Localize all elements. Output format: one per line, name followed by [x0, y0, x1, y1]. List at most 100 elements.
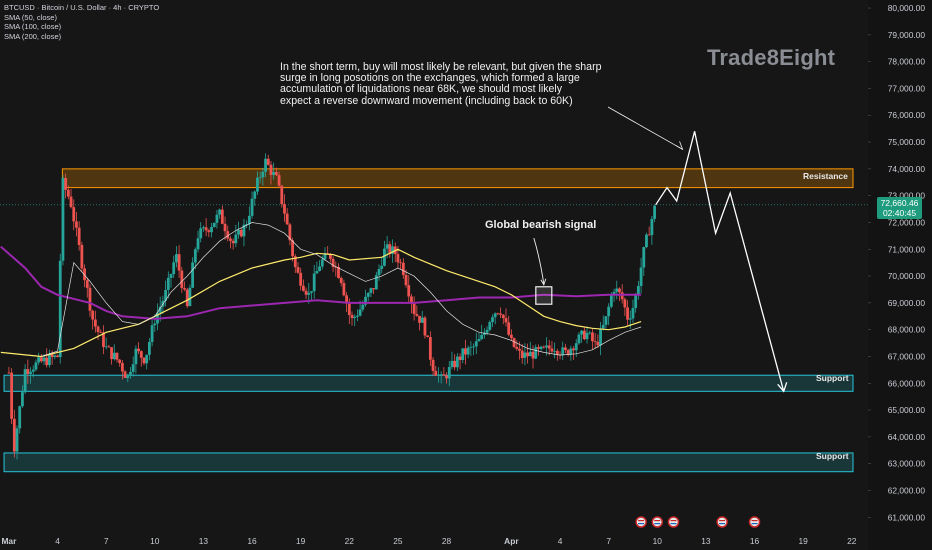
author-watermark: Trade8Eight	[707, 45, 836, 70]
support-zone-1	[3, 374, 854, 392]
candle-body	[72, 207, 76, 222]
sma-50-legend: SMA (50, close)	[4, 12, 57, 22]
y-tick-label: 77,000.00	[888, 83, 926, 93]
flag-stripe	[638, 520, 645, 522]
bearish-signal-label: Global bearish signal	[485, 219, 597, 231]
candle-body	[31, 369, 35, 372]
candle-body	[458, 356, 462, 360]
candle-body	[280, 185, 284, 205]
candle-body	[482, 332, 486, 335]
flag-stripe	[670, 520, 677, 522]
candle-body	[26, 369, 30, 374]
candle-body	[391, 246, 394, 254]
candle-body	[158, 306, 162, 313]
candle-body	[191, 262, 195, 288]
candle-body	[464, 348, 467, 355]
candle-body	[61, 178, 65, 261]
candle-body	[80, 244, 84, 269]
candle-body	[175, 254, 178, 263]
candle-body	[593, 341, 597, 342]
candle-body	[207, 230, 211, 233]
candle-body	[253, 191, 257, 199]
x-tick-label: 16	[750, 536, 760, 546]
candle-body	[550, 348, 554, 352]
x-tick-label: 10	[653, 536, 663, 546]
candle-body	[377, 268, 381, 276]
candle-body	[29, 371, 32, 374]
candle-body	[250, 198, 254, 216]
candle-body	[147, 342, 151, 355]
candle-body	[307, 292, 311, 295]
projection-arrowhead	[777, 382, 788, 393]
candle-body	[137, 348, 140, 352]
candle-body	[461, 348, 465, 360]
candle-body	[256, 177, 259, 192]
candle-body	[261, 171, 265, 178]
candle-body	[647, 234, 651, 236]
candle-body	[407, 285, 411, 297]
candle-body	[64, 178, 68, 190]
candle-body	[618, 288, 621, 293]
candle-body	[534, 347, 538, 359]
candle-body	[134, 348, 138, 365]
candle-body	[285, 213, 289, 225]
candle-body	[318, 266, 321, 272]
signal-pointer-head	[540, 278, 547, 286]
candle-body	[364, 296, 367, 305]
candle-body	[537, 347, 540, 349]
candle-body	[118, 359, 122, 364]
candle-body	[202, 227, 205, 229]
candle-body	[555, 350, 559, 355]
candle-body	[623, 299, 627, 308]
candle-body	[166, 277, 170, 290]
economic-event-icon	[651, 516, 664, 528]
candle-body	[455, 356, 459, 368]
flag-stripe	[638, 523, 645, 525]
y-tick-label: 70,000.00	[888, 271, 926, 281]
candle-body	[75, 221, 78, 228]
candle-body	[650, 218, 654, 236]
y-tick-label: 61,000.00	[888, 512, 926, 522]
candle-body	[545, 345, 548, 348]
candle-body	[301, 285, 305, 291]
candle-body	[383, 248, 386, 266]
candle-body	[328, 254, 332, 259]
x-tick-label: 13	[701, 536, 711, 546]
x-tick-label: 13	[199, 536, 209, 546]
candle-body	[120, 363, 124, 372]
candle-body	[547, 345, 551, 349]
candle-body	[315, 271, 319, 274]
x-tick-label: 16	[247, 536, 257, 546]
candle-body	[180, 270, 184, 289]
x-tick-label: Mar	[1, 536, 17, 546]
last-price: 72,660.46	[880, 198, 919, 208]
note-pointer-head	[675, 141, 684, 151]
candle-body	[526, 352, 530, 357]
note-pointer	[607, 106, 683, 150]
candle-body	[142, 357, 146, 364]
candle-body	[15, 428, 19, 452]
candle-body	[293, 256, 297, 268]
candle-body	[653, 205, 656, 219]
candle-body	[320, 259, 324, 267]
candle-body	[385, 244, 389, 249]
candle-body	[434, 370, 438, 376]
x-tick-label: 7	[104, 536, 109, 546]
candle-body	[310, 291, 313, 293]
resistance-label: Resistance	[803, 171, 848, 181]
candle-body	[561, 347, 565, 355]
candle-body	[353, 316, 357, 319]
candle-body	[264, 158, 267, 172]
candle-body	[199, 228, 203, 239]
candle-body	[164, 289, 168, 301]
candle-body	[7, 372, 11, 374]
candle-body	[150, 325, 154, 343]
y-tick-label: 80,000.00	[888, 3, 926, 13]
candle-body	[466, 347, 470, 355]
last-price-tag: 72,660.46 02:40:45	[877, 197, 922, 219]
candle-body	[601, 324, 605, 329]
candle-body	[10, 372, 14, 419]
candle-body	[331, 258, 335, 267]
candle-body	[50, 354, 54, 358]
